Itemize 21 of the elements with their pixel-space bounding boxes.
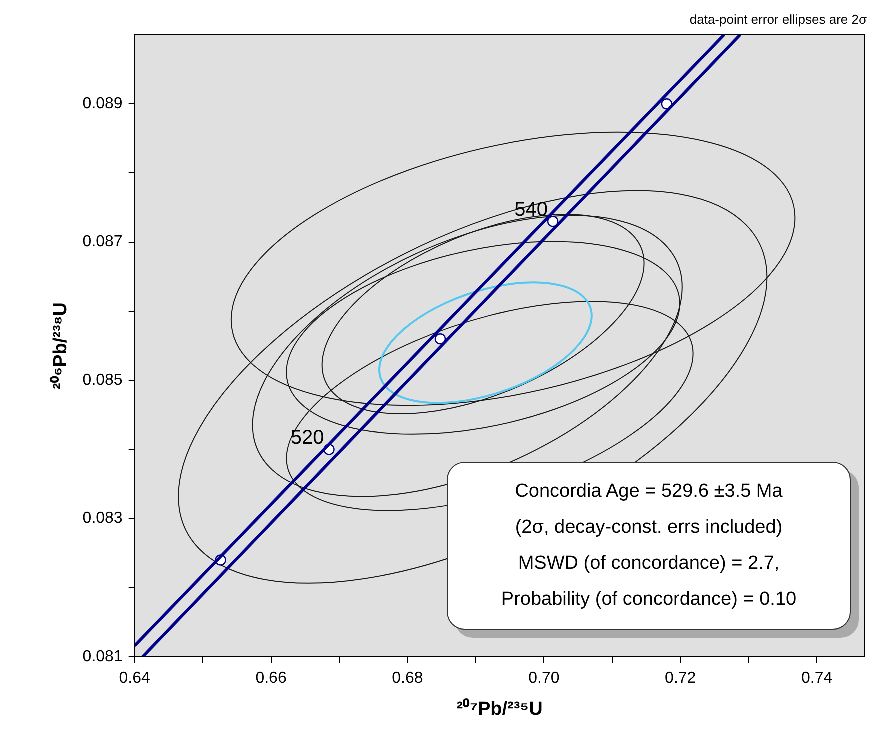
y-axis-title: ²⁰⁶Pb/²³⁸U xyxy=(50,302,72,390)
annotation: MSWD (of concordance) = 2.7, xyxy=(518,552,780,576)
annotation: 520 xyxy=(290,427,324,450)
point xyxy=(547,216,559,228)
x-tick-label: 0.68 xyxy=(392,670,424,688)
x-tick-label: 0.70 xyxy=(528,670,560,688)
y-tick-label: 0.081 xyxy=(82,648,123,666)
x-tick-label: 0.72 xyxy=(665,670,696,688)
point xyxy=(434,333,446,345)
x-tick-label: 0.64 xyxy=(119,670,151,688)
x-axis-title: ²⁰⁷Pb/²³⁵U xyxy=(456,698,543,720)
annotation: Concordia Age = 529.6 ±3.5 Ma xyxy=(515,480,783,504)
y-tick-label: 0.085 xyxy=(82,372,123,389)
annotation: (2σ, decay-const. errs included) xyxy=(515,516,783,540)
y-tick-label: 0.087 xyxy=(82,234,123,251)
y-tick-label: 0.089 xyxy=(82,96,123,113)
x-tick-label: 0.66 xyxy=(256,670,287,688)
annotation: Probability (of concordance) = 0.10 xyxy=(501,588,797,612)
x-tick-label: 0.74 xyxy=(801,670,833,688)
y-tick-label: 0.083 xyxy=(82,510,123,528)
text: data-point error ellipses are 2σ xyxy=(690,12,867,27)
